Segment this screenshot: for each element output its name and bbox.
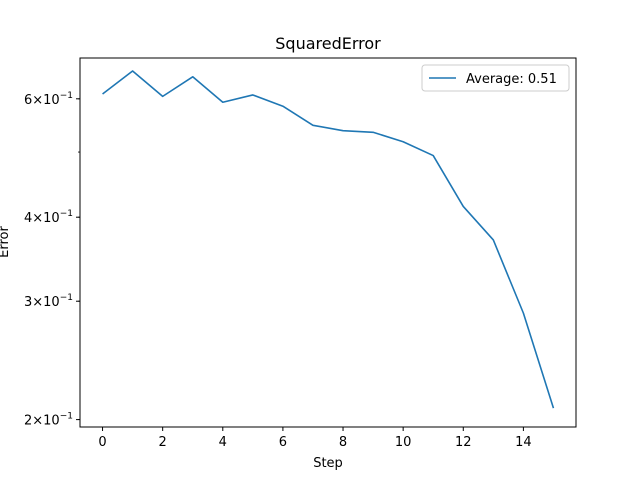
y-axis-label: Error	[0, 226, 12, 258]
x-tick-label: 0	[98, 435, 106, 450]
series-layer	[102, 70, 555, 409]
x-tick-label: 14	[515, 435, 532, 450]
x-tick-label: 2	[159, 435, 167, 450]
y-tick-label: 6×10−1	[24, 91, 73, 108]
x-tick-label: 8	[339, 435, 347, 450]
x-ticks: 0 2 4 6 8 10 12 14	[98, 427, 532, 450]
chart-title: SquaredError	[275, 34, 381, 53]
series-line	[102, 70, 555, 409]
y-ticks: 6×10−1 4×10−1 3×10−1 2×10−1	[24, 91, 80, 429]
y-tick-label: 2×10−1	[24, 412, 73, 429]
legend-label: Average: 0.51	[466, 72, 557, 87]
legend: Average: 0.51	[421, 64, 570, 92]
x-tick-label: 4	[219, 435, 227, 450]
x-axis-label: Step	[313, 456, 343, 471]
x-tick-label: 10	[395, 435, 412, 450]
x-tick-label: 12	[455, 435, 472, 450]
x-tick-label: 6	[279, 435, 287, 450]
y-tick-label: 4×10−1	[24, 209, 73, 226]
legend-box	[421, 64, 570, 92]
plot-frame	[79, 57, 577, 428]
y-tick-label: 3×10−1	[24, 293, 73, 310]
